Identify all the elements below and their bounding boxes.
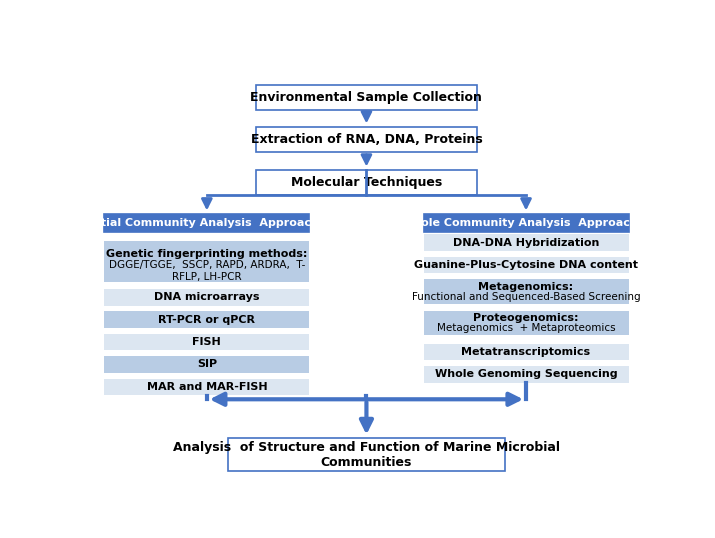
FancyBboxPatch shape [423, 279, 628, 304]
FancyBboxPatch shape [104, 241, 310, 282]
Text: MAR and MAR-FISH: MAR and MAR-FISH [147, 382, 267, 392]
FancyBboxPatch shape [423, 344, 628, 360]
Text: Partial Community Analysis  Approaches: Partial Community Analysis Approaches [80, 218, 333, 228]
Text: DNA microarrays: DNA microarrays [154, 292, 260, 302]
FancyBboxPatch shape [256, 127, 478, 152]
FancyBboxPatch shape [228, 438, 505, 471]
FancyBboxPatch shape [104, 214, 310, 232]
FancyBboxPatch shape [423, 366, 628, 383]
Text: DNA-DNA Hybridization: DNA-DNA Hybridization [453, 238, 599, 247]
Text: Metagenomics:: Metagenomics: [478, 281, 573, 292]
FancyBboxPatch shape [423, 257, 628, 273]
FancyBboxPatch shape [423, 214, 628, 232]
FancyBboxPatch shape [104, 312, 310, 328]
Text: DGGE/TGGE,  SSCP, RAPD, ARDRA,  T-
RFLP, LH-PCR: DGGE/TGGE, SSCP, RAPD, ARDRA, T- RFLP, L… [109, 260, 305, 282]
Text: Analysis  of Structure and Function of Marine Microbial
Communities: Analysis of Structure and Function of Ma… [173, 441, 560, 469]
Text: Whole Genoming Sequencing: Whole Genoming Sequencing [435, 370, 617, 379]
Text: Functional and Sequenced-Based Screening: Functional and Sequenced-Based Screening [412, 292, 641, 301]
FancyBboxPatch shape [256, 170, 478, 195]
Text: Molecular Techniques: Molecular Techniques [291, 176, 442, 189]
Text: FISH: FISH [192, 337, 221, 347]
Text: Genetic fingerprinting methods:: Genetic fingerprinting methods: [106, 249, 307, 259]
Text: Whole Community Analysis  Approaches: Whole Community Analysis Approaches [400, 218, 651, 228]
Text: Proteogenomics:: Proteogenomics: [473, 313, 578, 323]
FancyBboxPatch shape [104, 356, 310, 373]
Text: RT-PCR or qPCR: RT-PCR or qPCR [158, 315, 255, 325]
FancyBboxPatch shape [104, 334, 310, 350]
FancyBboxPatch shape [104, 379, 310, 395]
FancyBboxPatch shape [423, 235, 628, 251]
Text: Metagenomics  + Metaproteomics: Metagenomics + Metaproteomics [437, 323, 616, 333]
FancyBboxPatch shape [256, 86, 478, 110]
Text: Environmental Sample Collection: Environmental Sample Collection [250, 91, 483, 104]
Text: Extraction of RNA, DNA, Proteins: Extraction of RNA, DNA, Proteins [250, 133, 483, 146]
Text: Metatranscriptomics: Metatranscriptomics [461, 347, 591, 357]
FancyBboxPatch shape [104, 289, 310, 306]
Text: Guanine-Plus-Cytosine DNA content: Guanine-Plus-Cytosine DNA content [414, 260, 638, 270]
FancyBboxPatch shape [423, 310, 628, 336]
Text: SIP: SIP [197, 359, 217, 370]
